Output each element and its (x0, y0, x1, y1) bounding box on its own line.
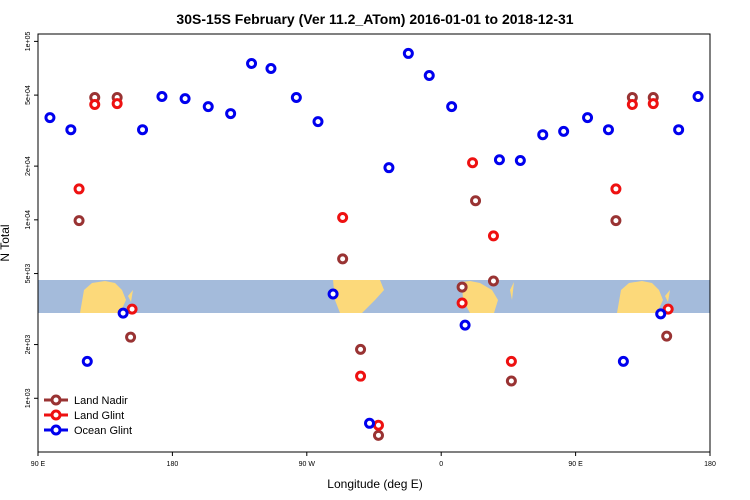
x-tick-label: 90 W (299, 461, 316, 468)
point (514, 155, 526, 167)
point (312, 116, 324, 128)
point (661, 330, 673, 342)
point (65, 124, 77, 136)
point (493, 154, 505, 166)
legend-marker (50, 409, 62, 421)
point (179, 93, 191, 105)
x-tick-label: 180 (704, 461, 716, 468)
point (372, 429, 384, 441)
plot-frame (37, 33, 711, 453)
x-tick-label: 0 (439, 461, 443, 468)
point (456, 297, 468, 309)
chart-title: 30S-15S February (Ver 11.2_ATom) 2016-01… (176, 11, 573, 27)
point (610, 215, 622, 227)
point (137, 124, 149, 136)
point (459, 319, 471, 331)
x-tick-label: 90 E (31, 461, 46, 468)
point (537, 129, 549, 141)
point (355, 343, 367, 355)
point (487, 230, 499, 242)
point (383, 162, 395, 174)
point (44, 112, 56, 124)
point (73, 183, 85, 195)
y-tick-label: 5e+03 (25, 264, 32, 284)
y-tick-label: 1e+03 (25, 388, 32, 408)
point (582, 112, 594, 124)
point (692, 91, 704, 103)
point (662, 303, 674, 315)
y-tick-label: 1e+04 (25, 210, 32, 230)
point (487, 275, 499, 287)
point (617, 355, 629, 367)
legend-label: Land Nadir (74, 395, 128, 407)
point (202, 101, 214, 113)
map-band (38, 280, 710, 313)
point (265, 62, 277, 74)
point (355, 370, 367, 382)
point (337, 212, 349, 224)
point (626, 98, 638, 110)
point (423, 69, 435, 81)
point (117, 307, 129, 319)
legend-label: Ocean Glint (74, 425, 132, 437)
point (673, 124, 685, 136)
point (246, 57, 258, 69)
point (602, 124, 614, 136)
point (290, 91, 302, 103)
point (364, 417, 376, 429)
legend-marker (50, 394, 62, 406)
point (446, 101, 458, 113)
point (372, 419, 384, 431)
y-tick-label: 1e+05 (25, 31, 32, 51)
point (647, 98, 659, 110)
point (337, 253, 349, 265)
y-axis-label: N Total (0, 224, 12, 261)
point (89, 98, 101, 110)
point (402, 47, 414, 59)
point (467, 157, 479, 169)
legend-label: Land Glint (74, 410, 124, 422)
point (470, 195, 482, 207)
point (81, 355, 93, 367)
point (456, 281, 468, 293)
y-tick-label: 2e+04 (25, 156, 32, 176)
legend-marker (50, 424, 62, 436)
point (73, 215, 85, 227)
y-tick-label: 2e+03 (25, 335, 32, 355)
point (610, 183, 622, 195)
point (126, 303, 138, 315)
point (327, 288, 339, 300)
point (655, 308, 667, 320)
x-tick-label: 90 E (568, 461, 583, 468)
point (505, 375, 517, 387)
x-tick-label: 180 (167, 461, 179, 468)
point (111, 98, 123, 110)
point (225, 108, 237, 120)
y-tick-label: 5e+04 (25, 85, 32, 105)
point (558, 125, 570, 137)
point (505, 355, 517, 367)
point (125, 331, 137, 343)
point (156, 91, 168, 103)
x-axis-label: Longitude (deg E) (327, 477, 422, 491)
